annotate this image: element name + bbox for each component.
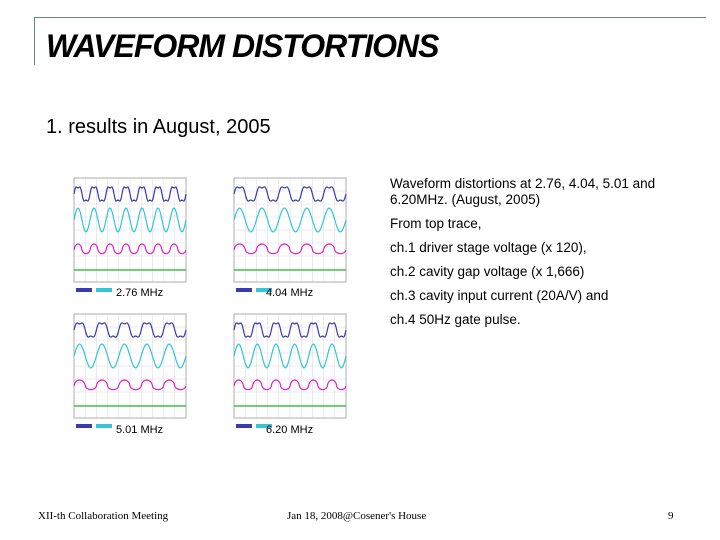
ch2-trace: [73, 207, 187, 233]
ch2-trace: [233, 343, 347, 369]
channel-scale-marker: [96, 288, 112, 292]
footer-page-number: 9: [668, 510, 674, 522]
footer-meeting: XII-th Collaboration Meeting: [38, 510, 169, 522]
scope-screenshot-5-01mhz: [66, 306, 216, 436]
ch3-trace: [73, 243, 187, 255]
ch3-trace: [73, 379, 187, 391]
scope-display: [233, 313, 347, 428]
scope-label-6-20mhz: 6.20 MHz: [266, 424, 314, 436]
channel-scale-marker: [256, 424, 272, 428]
description-summary: Waveform distortions at 2.76, 4.04, 5.01…: [390, 176, 656, 207]
scope-label-4-04mhz: 4.04 MHz: [266, 287, 314, 299]
ch1-trace: [233, 322, 347, 338]
ch2-trace: [73, 343, 187, 369]
channel-scale-marker: [236, 424, 252, 428]
ch3-trace: [233, 379, 347, 391]
footer-date-venue: Jan 18, 2008@Cosener's House: [287, 510, 427, 522]
ch1-trace: [233, 186, 347, 202]
ch2-trace: [233, 207, 347, 233]
ch1-trace: [73, 322, 187, 338]
description-ch4: ch.4 50Hz gate pulse.: [390, 312, 521, 327]
scope-label-2-76mhz: 2.76 MHz: [116, 287, 164, 299]
ch1-trace: [73, 186, 187, 202]
slide-title: WAVEFORM DISTORTIONS: [46, 28, 439, 64]
description-block: Waveform distortions at 2.76, 4.04, 5.01…: [390, 176, 690, 336]
channel-scale-marker: [236, 288, 252, 292]
channel-scale-marker: [256, 288, 272, 292]
title-rule-left: [34, 17, 35, 65]
scope-display: [73, 177, 187, 292]
description-ch1: ch.1 driver stage voltage (x 120),: [390, 240, 587, 255]
channel-scale-marker: [76, 424, 92, 428]
scope-display: [233, 177, 347, 292]
ch3-trace: [233, 243, 347, 255]
section-heading: 1. results in August, 2005: [46, 116, 271, 138]
scope-screenshot-4-04mhz: [226, 170, 376, 300]
description-ch3: ch.3 cavity input current (20A/V) and: [390, 288, 609, 303]
description-ch2: ch.2 cavity gap voltage (x 1,666): [390, 264, 585, 279]
scope-screenshot-2-76mhz: [66, 170, 216, 300]
channel-scale-marker: [76, 288, 92, 292]
channel-scale-marker: [96, 424, 112, 428]
scope-label-5-01mhz: 5.01 MHz: [116, 424, 164, 436]
scope-display: [73, 313, 187, 428]
scope-screenshot-6-20mhz: [226, 306, 376, 436]
description-intro: From top trace,: [390, 216, 482, 231]
title-rule-top: [34, 17, 706, 18]
